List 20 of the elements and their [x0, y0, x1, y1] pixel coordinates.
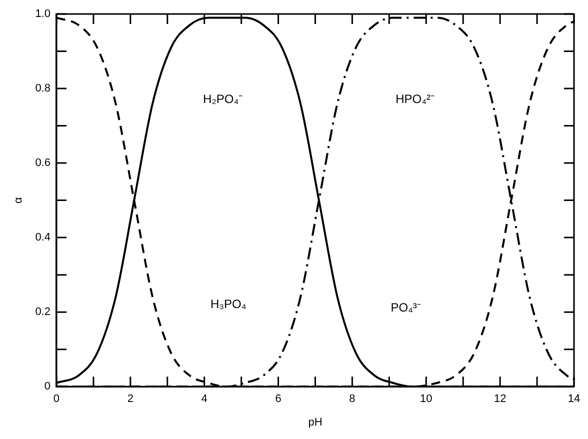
x-tick-label: 8 — [349, 393, 356, 406]
x-tick-label: 0 — [53, 393, 60, 406]
annotation: HPO₄²⁻ — [396, 92, 435, 106]
y-tick-label: 0.6 — [35, 157, 50, 170]
x-tick-label: 2 — [127, 393, 134, 406]
y-tick-label: 0.8 — [35, 82, 50, 95]
annotation: PO₄³⁻ — [390, 300, 421, 315]
y-tick-label: 0.4 — [35, 232, 50, 244]
x-tick-label: 6 — [275, 393, 282, 406]
y-axis-title: α — [12, 196, 25, 204]
y-tick-label: 0 — [44, 380, 50, 393]
annotation: H₂PO₄⁻ — [203, 92, 243, 106]
x-tick-label: 14 — [568, 393, 580, 406]
x-axis-title: pH — [308, 416, 322, 428]
x-tick-label: 12 — [494, 393, 506, 406]
annotation: H₃PO₄ — [210, 296, 246, 311]
x-tick-label: 4 — [201, 393, 208, 406]
y-tick-label: 0.2 — [35, 306, 50, 318]
x-tick-label: 10 — [420, 393, 432, 406]
y-tick-label: 1.0 — [35, 8, 50, 20]
